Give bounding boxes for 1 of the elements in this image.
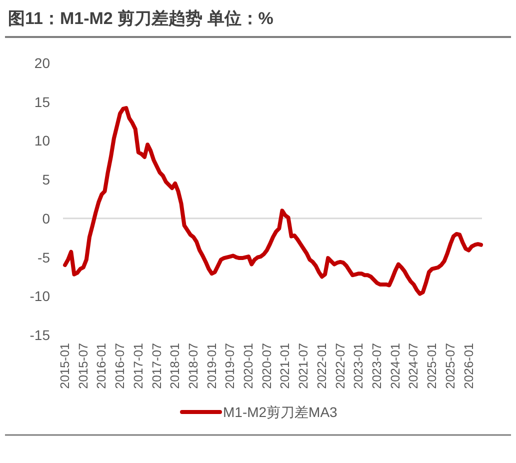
title: 图11：M1-M2 剪刀差趋势 单位：% [8, 9, 274, 28]
